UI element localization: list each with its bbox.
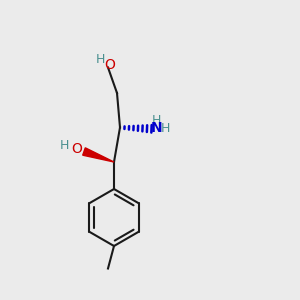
Text: O: O [104,58,115,71]
Text: N: N [151,122,163,135]
Text: O: O [71,142,82,156]
Text: H: H [96,52,105,66]
Text: H: H [152,114,162,127]
Text: H: H [161,122,171,135]
Text: H: H [60,139,69,152]
Polygon shape [83,148,114,162]
